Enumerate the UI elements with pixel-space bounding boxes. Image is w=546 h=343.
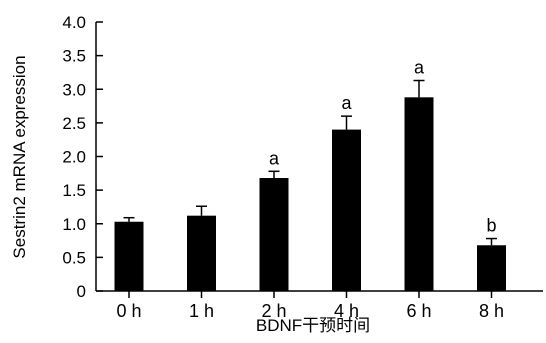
significance-label: a (341, 93, 352, 113)
bar (477, 245, 506, 291)
y-tick-label: 4.0 (62, 13, 86, 32)
y-tick-label: 3.5 (62, 47, 86, 66)
bars (114, 97, 506, 291)
y-axis (95, 21, 103, 292)
significance-label: b (486, 216, 496, 236)
x-category-label: 4 h (334, 301, 359, 321)
x-category-label: 1 h (189, 301, 214, 321)
bar (114, 221, 144, 291)
bar (404, 97, 434, 291)
y-tick-labels: 0 0.5 1.0 1.5 2.0 2.5 3.0 3.5 4.0 (62, 13, 86, 301)
x-category-label: 8 h (479, 301, 504, 321)
significance-label: a (269, 148, 280, 168)
y-tick-label: 1.0 (62, 215, 86, 234)
x-category-label: 6 h (406, 301, 431, 321)
y-tick-label: 3.0 (62, 80, 86, 99)
x-category-labels: 0 h 1 h 2 h 4 h 6 h 8 h (116, 301, 504, 321)
bar (259, 178, 289, 291)
y-tick-label: 2.0 (62, 148, 86, 167)
significance-label: a (414, 58, 425, 78)
y-tick-label: 0.5 (62, 248, 86, 267)
x-axis (96, 290, 543, 298)
x-category-label: 0 h (116, 301, 141, 321)
y-axis-title: Sestrin2 mRNA expression (10, 55, 29, 258)
y-tick-label: 1.5 (62, 181, 86, 200)
x-category-label: 2 h (261, 301, 286, 321)
error-bars (123, 79, 497, 246)
y-tick-label: 0 (77, 282, 86, 301)
y-tick-label: 2.5 (62, 114, 86, 133)
bar (332, 129, 361, 291)
x-axis-title: BDNF干预时间 (256, 316, 370, 335)
significance-labels: a a a b (269, 58, 497, 236)
bar (187, 215, 216, 291)
